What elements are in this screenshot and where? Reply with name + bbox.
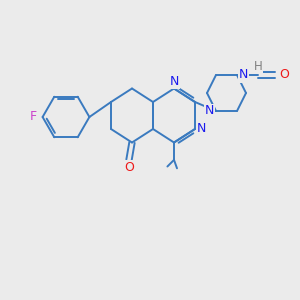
Text: N: N (239, 68, 248, 82)
Text: N: N (197, 122, 206, 136)
Text: F: F (30, 110, 37, 124)
Text: O: O (279, 68, 289, 82)
Text: O: O (124, 161, 134, 174)
Text: H: H (254, 60, 262, 73)
Text: N: N (169, 75, 179, 88)
Text: N: N (205, 104, 214, 118)
